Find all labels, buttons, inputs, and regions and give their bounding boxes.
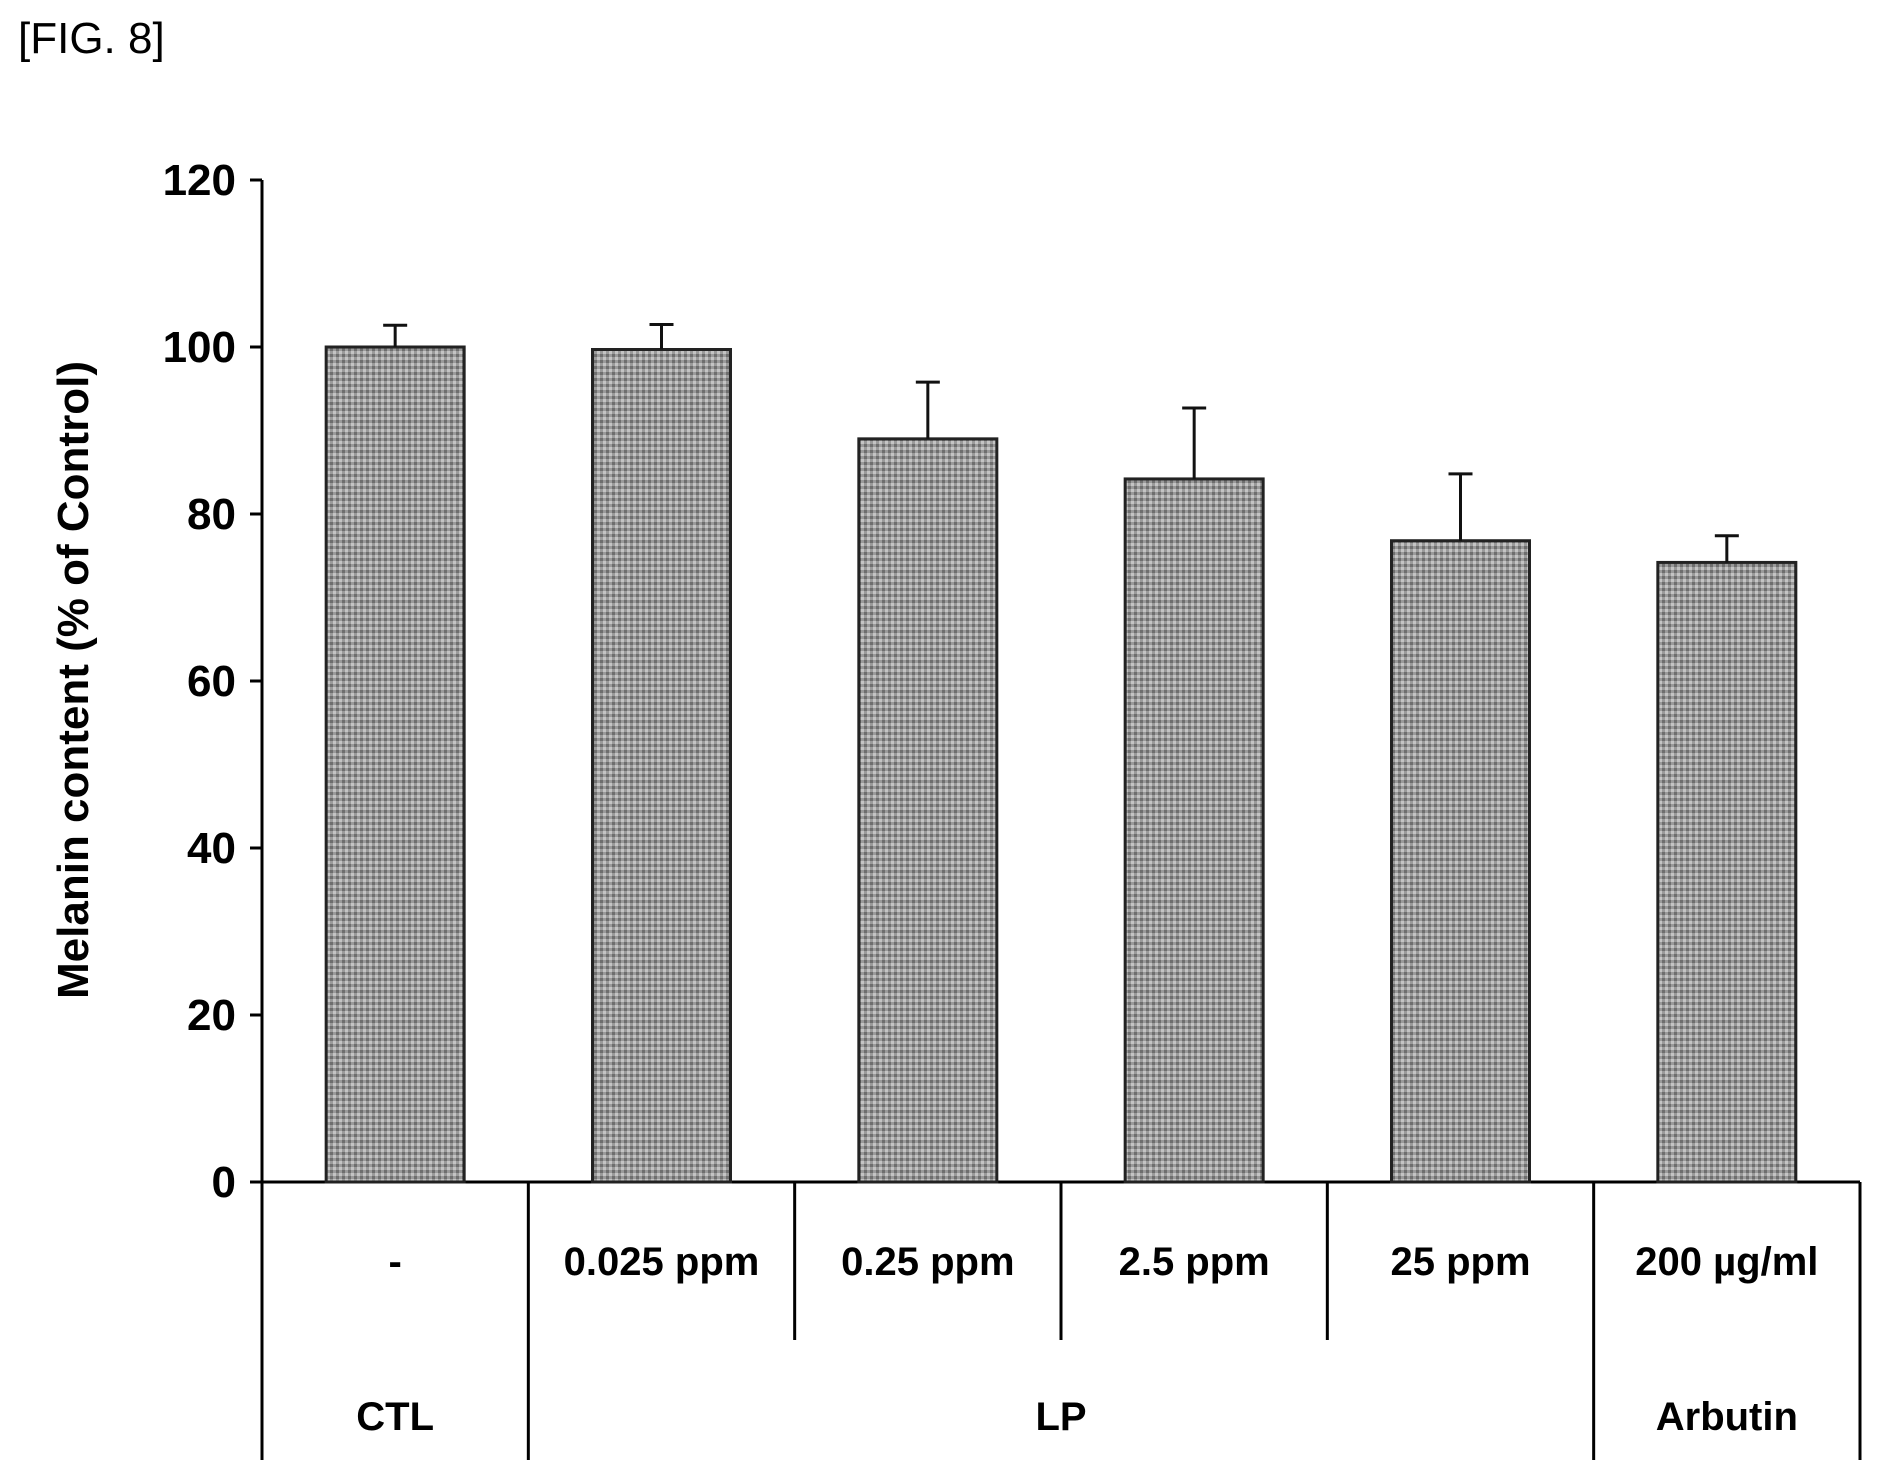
y-tick-label: 100 <box>163 323 236 372</box>
bar <box>324 345 466 1184</box>
y-tick-label: 80 <box>187 490 236 539</box>
category-label: 0.025 ppm <box>564 1240 760 1284</box>
y-tick-label: 40 <box>187 824 236 873</box>
bar <box>1123 477 1265 1184</box>
group-label: Arbutin <box>1656 1395 1798 1439</box>
y-tick-label: 120 <box>163 156 236 205</box>
category-label: - <box>389 1240 402 1284</box>
group-label: LP <box>1035 1395 1086 1439</box>
bars <box>324 345 1798 1184</box>
bar <box>857 437 999 1184</box>
category-label: 200 µg/ml <box>1635 1240 1818 1284</box>
group-label: CTL <box>356 1395 434 1439</box>
category-table: - 0.025 ppm 0.25 ppm 2.5 ppm 25 ppm 200 µg/ml… <box>260 1182 1862 1460</box>
bar <box>1656 560 1798 1184</box>
bar <box>591 348 732 1184</box>
y-tick-label: 20 <box>187 991 236 1040</box>
y-axis-label: Melanin content (% of Control) <box>49 361 98 999</box>
category-label: 2.5 ppm <box>1119 1240 1270 1284</box>
y-tick-label: 60 <box>187 657 236 706</box>
y-tick-label: 0 <box>212 1158 236 1207</box>
category-label: 25 ppm <box>1390 1240 1530 1284</box>
figure-label: [FIG. 8] <box>18 14 165 63</box>
bar <box>1390 539 1531 1184</box>
error-bars <box>383 322 1739 563</box>
category-label: 0.25 ppm <box>841 1240 1014 1284</box>
